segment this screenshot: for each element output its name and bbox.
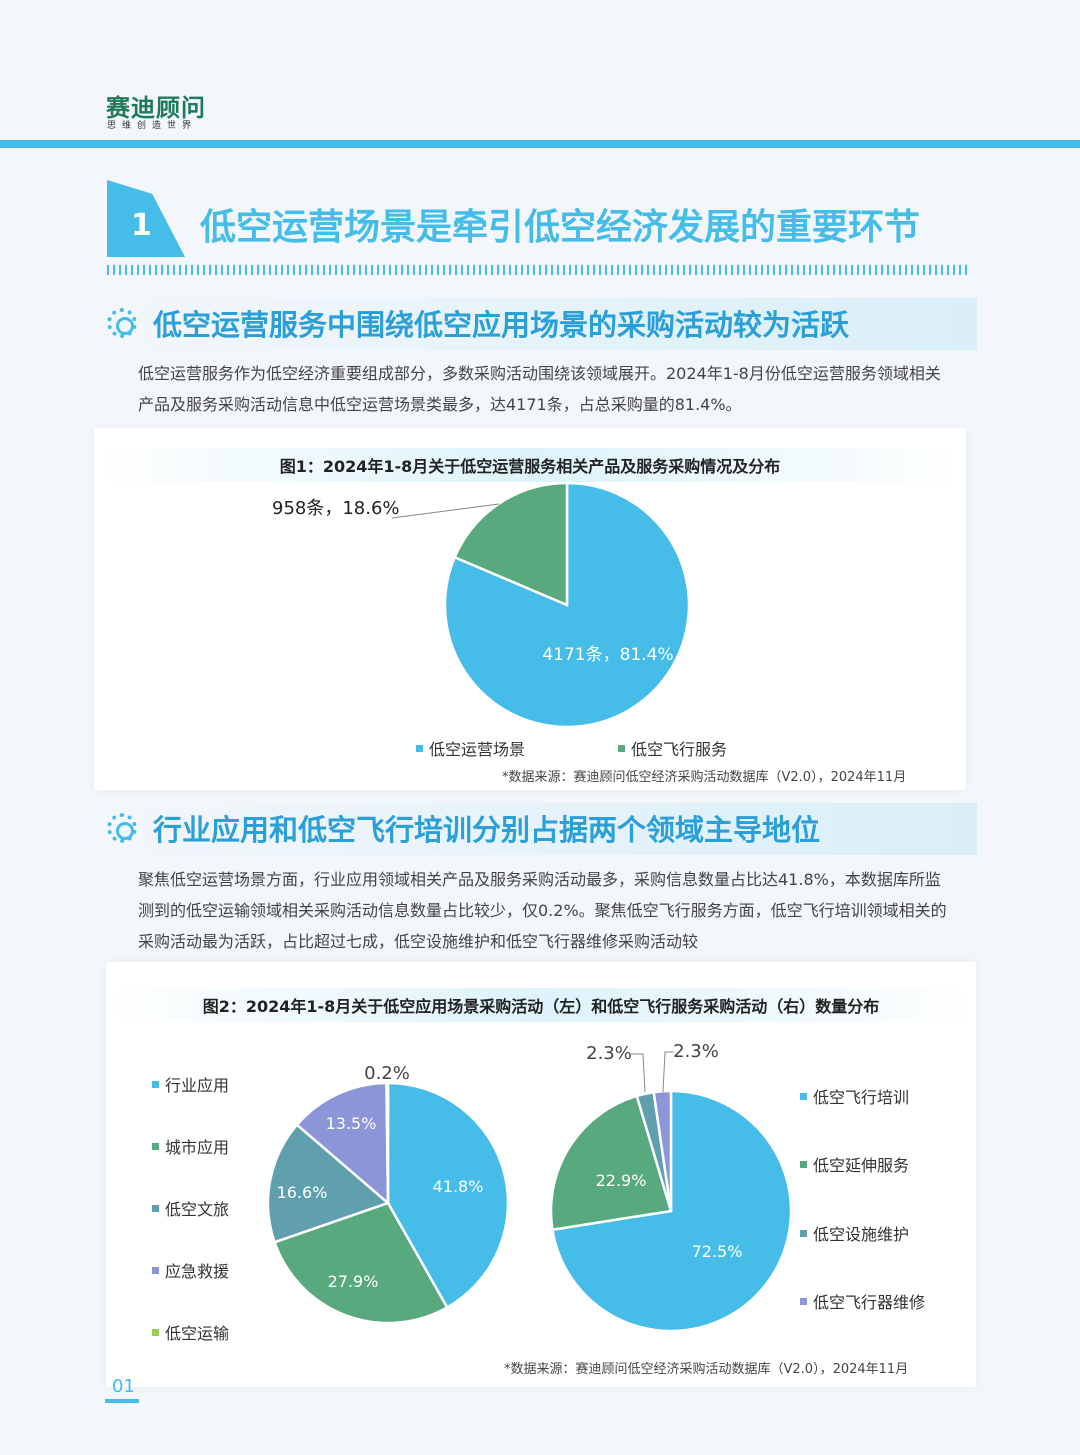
figure-1-source: *数据来源：赛迪顾问低空经济采购活动数据库（V2.0），2024年11月 — [502, 770, 907, 785]
data-label: 2.3% — [673, 1041, 719, 1062]
legend-swatch — [800, 1160, 807, 1168]
legend-swatch — [416, 744, 423, 752]
gear-icon — [107, 308, 137, 338]
legend-item: 低空飞行器维修 — [800, 1289, 925, 1313]
pie-slice-0 — [386, 1081, 510, 1310]
divider — [107, 265, 971, 275]
pie-slice-4 — [385, 1081, 390, 1204]
pie-chart-1: 4171条，81.4% 958条，18.6% — [272, 481, 691, 729]
data-label: 72.5% — [692, 1242, 743, 1261]
subsection-title-text: 行业应用和低空飞行培训分别占据两个领域主导地位 — [153, 813, 821, 847]
legend-swatch — [800, 1297, 807, 1305]
legend-swatch — [618, 744, 625, 752]
figure-2-card: 图2：2024年1-8月关于低空应用场景采购活动（左）和低空飞行服务采购活动（右… — [106, 962, 976, 1387]
legend-swatch — [152, 1080, 159, 1088]
leader-line — [391, 503, 500, 519]
data-label: 13.5% — [326, 1114, 377, 1133]
leader-line — [631, 1053, 646, 1093]
legend-swatch — [152, 1142, 159, 1150]
page-number: 01 — [112, 1376, 135, 1397]
page-number-underline — [105, 1399, 139, 1403]
figure-1-title: 图1：2024年1-8月关于低空运营服务相关产品及服务采购情况及分布 — [94, 448, 966, 482]
pie-charts-2: 41.8% 27.9% 16.6% 13.5% 0.2% 72.5% 22.9% 2.3% 2.… — [266, 1041, 793, 1333]
legend-label: 低空飞行器维修 — [813, 1293, 926, 1312]
subsection-title-1: 低空运营服务中围绕低空应用场景的采购活动较为活跃 — [105, 298, 977, 350]
legend-label: 低空飞行培训 — [813, 1088, 910, 1107]
legend-label: 低空设施维护 — [813, 1225, 910, 1244]
data-label: 0.2% — [364, 1063, 410, 1084]
paragraph-2: 聚焦低空运营场景方面，行业应用领域相关产品及服务采购活动最多，采购信息数量占比达… — [138, 870, 947, 951]
legend-label: 低空文旅 — [165, 1200, 230, 1219]
data-label: 2.3% — [586, 1043, 632, 1064]
subsection-title-2: 行业应用和低空飞行培训分别占据两个领域主导地位 — [105, 803, 977, 855]
legend-swatch — [152, 1328, 159, 1336]
figure-2-title: 图2：2024年1-8月关于低空应用场景采购活动（左）和低空飞行服务采购活动（右… — [106, 988, 976, 1022]
legend-item: 行业应用 — [152, 1072, 229, 1096]
section-title: 低空运营场景是牵引低空经济发展的重要环节 — [200, 207, 921, 248]
pie-slice-1 — [453, 481, 569, 607]
legend-swatch — [152, 1204, 159, 1212]
legend-item: 城市应用 — [152, 1134, 229, 1158]
legend-label: 低空延伸服务 — [813, 1156, 910, 1175]
data-label: 22.9% — [596, 1171, 647, 1190]
subsection-title-text: 低空运营服务中围绕低空应用场景的采购活动较为活跃 — [153, 308, 850, 342]
leader-line — [662, 1051, 674, 1093]
data-label: 16.6% — [277, 1183, 328, 1202]
pie-slice-1 — [273, 1201, 449, 1325]
legend-item: 低空运输 — [152, 1320, 229, 1344]
data-label: 27.9% — [328, 1272, 379, 1291]
legend-item: 应急救援 — [152, 1258, 229, 1282]
legend-item: 低空飞行培训 — [800, 1084, 909, 1108]
figure-2-source: *数据来源：赛迪顾问低空经济采购活动数据库（V2.0），2024年11月 — [504, 1362, 909, 1377]
legend-label: 低空飞行服务 — [631, 740, 728, 759]
pie-slice-1 — [549, 1094, 673, 1232]
header-bar — [0, 140, 1080, 148]
logo: 赛迪顾问 — [106, 93, 206, 122]
slogan: 思维创造世界 — [107, 121, 198, 131]
data-label: 958条，18.6% — [272, 498, 400, 519]
figure-1-card: 图1：2024年1-8月关于低空运营服务相关产品及服务采购情况及分布 4171条… — [94, 428, 966, 790]
legend-label: 应急救援 — [165, 1262, 230, 1281]
legend-label: 城市应用 — [165, 1138, 230, 1157]
legend-item: 低空文旅 — [152, 1196, 229, 1220]
legend-label: 行业应用 — [165, 1076, 230, 1095]
section-number: 1 — [107, 180, 185, 257]
pie-slice-3 — [295, 1081, 390, 1206]
gear-icon — [107, 813, 137, 843]
legend-item: 低空延伸服务 — [800, 1152, 909, 1176]
legend-label: 低空运输 — [165, 1324, 230, 1343]
legend-swatch — [800, 1229, 807, 1237]
legend-label: 低空运营场景 — [429, 740, 526, 759]
legend-swatch — [152, 1266, 159, 1274]
legend-swatch — [800, 1092, 807, 1100]
pie-slice-3 — [652, 1089, 673, 1212]
legend-item: 低空运营场景 — [416, 736, 525, 760]
data-label: 41.8% — [433, 1177, 484, 1196]
legend-item: 低空设施维护 — [800, 1221, 909, 1245]
paragraph-1: 低空运营服务作为低空经济重要组成部分，多数采购活动围绕该领域展开。2024年1-… — [138, 364, 941, 414]
legend-item: 低空飞行服务 — [618, 736, 727, 760]
pie-slice-2 — [266, 1123, 391, 1244]
data-label: 4171条，81.4% — [542, 645, 673, 665]
